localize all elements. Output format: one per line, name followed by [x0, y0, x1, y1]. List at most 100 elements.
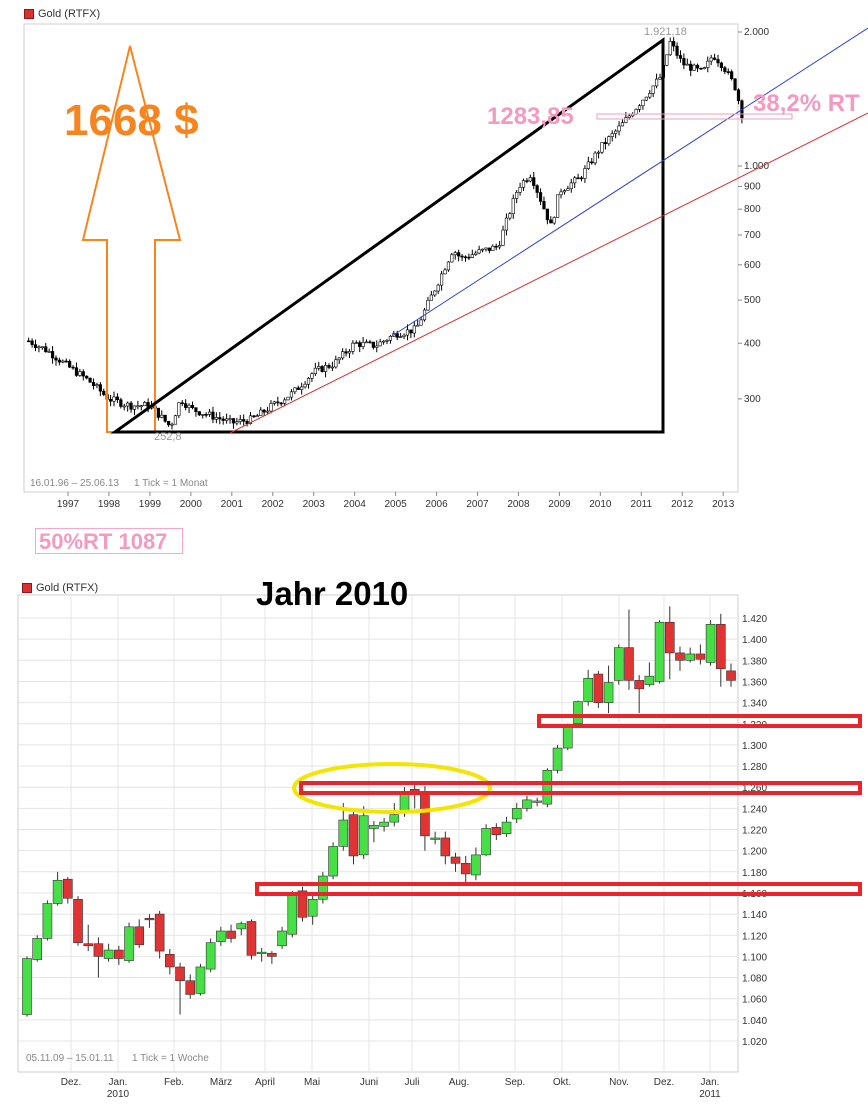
- x-tick-label: April: [255, 1077, 275, 1088]
- x-tick-label: 2011: [631, 499, 653, 510]
- long-term-candle-body: [388, 335, 393, 341]
- long-term-candle-body: [498, 245, 502, 248]
- long-term-candle-body: [542, 201, 546, 210]
- x-tick-label: 2009: [548, 499, 571, 510]
- year-candle-body: [32, 938, 43, 960]
- y-tick-label: 2.000: [744, 27, 769, 38]
- retracement-box: [596, 113, 793, 120]
- y-tick-label: 1.280: [742, 762, 767, 773]
- x-tick-label: 2003: [303, 499, 326, 510]
- long-term-candle-body: [617, 125, 621, 132]
- year-candle-body: [165, 953, 175, 968]
- year-candle-body: [726, 670, 736, 681]
- year-candle-body: [307, 898, 318, 917]
- x-tick-label: 2002: [262, 499, 285, 510]
- year-candle-body: [705, 624, 716, 663]
- long-term-candle-body: [306, 378, 311, 385]
- long-term-candle-body: [508, 213, 512, 219]
- long-term-candle-body: [279, 402, 283, 405]
- long-term-candle-body: [170, 423, 174, 426]
- year-candle-body: [318, 875, 328, 900]
- long-term-candle-body: [654, 78, 659, 87]
- y-tick-label: 1.420: [742, 614, 767, 625]
- long-term-candle-body: [37, 346, 41, 349]
- year-candle-body: [562, 725, 573, 749]
- long-term-candle-body: [296, 387, 300, 390]
- year-candle-body: [542, 769, 553, 805]
- long-term-candle-body: [446, 261, 451, 271]
- long-term-candle-body: [719, 62, 724, 68]
- long-term-candle-body: [283, 399, 287, 404]
- long-term-candle-body: [395, 333, 399, 338]
- long-term-candle-body: [61, 360, 65, 363]
- long-term-candle-body: [228, 418, 232, 420]
- long-term-candle-body: [375, 345, 379, 348]
- long-term-candle-body: [658, 77, 662, 80]
- long-term-candle-body: [504, 217, 509, 231]
- long-term-candle-body: [532, 177, 536, 186]
- long-term-candle-body: [723, 67, 727, 72]
- year-candle-body: [644, 675, 655, 685]
- long-term-candle-body: [262, 409, 266, 413]
- long-term-candle-body: [716, 59, 720, 64]
- top-footer-range: 16.01.96 – 25.06.13: [30, 478, 119, 489]
- long-term-candle-body: [190, 404, 195, 408]
- x-tick-label: Dez.: [61, 1077, 82, 1088]
- long-term-candle-body: [313, 367, 317, 375]
- long-term-candle-body: [573, 177, 577, 184]
- long-term-candle-body: [467, 256, 471, 259]
- peak-label: 1.921,18: [644, 26, 687, 38]
- long-term-candle-body: [409, 329, 413, 334]
- long-term-candle-body: [699, 67, 703, 70]
- x-tick-label: Jan.: [701, 1077, 720, 1088]
- long-term-candle-body: [566, 188, 570, 191]
- long-term-candle-body: [272, 401, 276, 404]
- y-tick-label: 1.000: [744, 161, 769, 172]
- y-tick-label: 1.380: [742, 656, 767, 667]
- long-term-candle-body: [494, 245, 498, 248]
- long-term-candle-body: [491, 245, 495, 251]
- long-term-candle-body: [143, 402, 147, 406]
- long-term-candle-body: [695, 64, 700, 69]
- yellow-ellipse: [292, 762, 492, 814]
- long-term-axes: 2.000 1.000 900 800 700 600 500 400 300 1997 1998 1…: [57, 27, 770, 510]
- x-tick-label: 1997: [57, 499, 80, 510]
- y-tick-label: 1.220: [742, 826, 767, 837]
- year-candle-body: [491, 827, 502, 836]
- long-term-candle-body: [276, 401, 280, 404]
- long-term-candle-body: [242, 419, 246, 422]
- long-term-candle-body: [600, 142, 604, 153]
- long-term-candle-body: [214, 417, 218, 420]
- long-term-candle-body: [177, 402, 181, 417]
- long-term-candle-body: [50, 351, 55, 359]
- long-term-candle-body: [95, 384, 99, 386]
- year-candle-body: [420, 792, 430, 837]
- year-candle-body: [450, 856, 461, 864]
- year-candle-body: [430, 837, 440, 840]
- year-candle-body: [83, 943, 94, 947]
- long-term-candle-body: [98, 384, 102, 392]
- long-term-candle-body: [269, 403, 273, 412]
- year-candle-body: [460, 863, 471, 875]
- year-candle-body: [236, 923, 247, 930]
- y-tick-label: 300: [744, 394, 761, 405]
- x-tick-label: Juli: [404, 1077, 419, 1088]
- long-term-candle-body: [344, 351, 348, 354]
- long-term-candle-body: [627, 115, 631, 118]
- long-term-candle-body: [518, 187, 522, 193]
- year-candle-body: [256, 951, 267, 954]
- long-term-candle-body: [637, 105, 642, 110]
- long-term-candle-body: [416, 324, 420, 327]
- long-term-candle-body: [736, 89, 741, 102]
- long-term-candle-body: [583, 168, 587, 179]
- long-term-candle-body: [231, 418, 236, 424]
- long-term-candle-body: [405, 329, 410, 336]
- long-term-candle-body: [112, 396, 116, 402]
- y-tick-label: 1.360: [742, 677, 767, 688]
- long-term-candle-body: [160, 414, 164, 418]
- long-term-candle-body: [460, 255, 464, 258]
- x-tick-label: Aug.: [449, 1077, 470, 1088]
- year-candle-body: [114, 949, 124, 959]
- long-term-candle-body: [457, 252, 461, 257]
- long-term-candle-body: [187, 404, 191, 408]
